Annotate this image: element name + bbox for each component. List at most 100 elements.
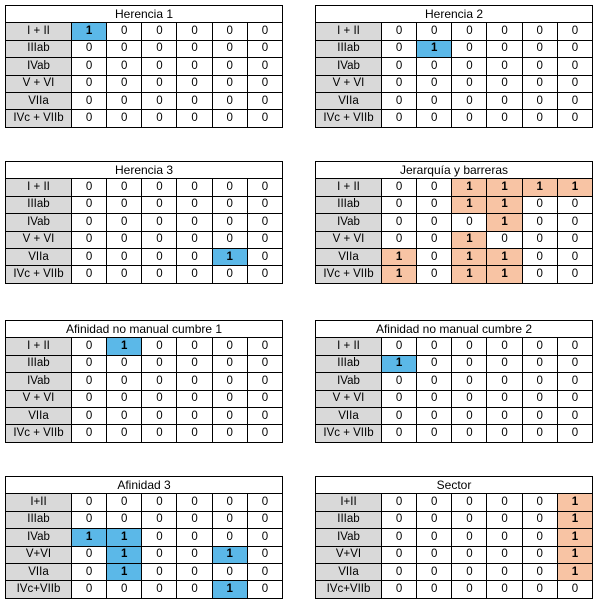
title-row: Herencia 2 (315, 4, 593, 24)
cell-value: 0 (70, 337, 108, 356)
matrix-row: I + II 0 1 0 0 0 0 (5, 337, 284, 356)
cell-value: 0 (416, 178, 453, 197)
cell-value: 0 (176, 74, 213, 93)
row-label: IVab (315, 57, 382, 76)
cell-value: 0 (556, 372, 594, 391)
matrix-row: IVab 0 0 0 0 0 0 (315, 372, 594, 391)
table-title: Herencia 2 (315, 4, 593, 24)
matrix-row: I + II 0 0 1 1 1 1 (315, 178, 594, 197)
row-label: I + II (5, 22, 72, 41)
cell-value: 0 (451, 74, 488, 93)
cell-value: 0 (246, 230, 284, 249)
cell-value: 1 (556, 562, 594, 582)
cell-value: 0 (451, 337, 488, 356)
cell-value: 0 (211, 406, 248, 426)
row-label: I + II (5, 337, 72, 356)
cell-value: 0 (416, 213, 453, 232)
cell-value: 0 (176, 109, 213, 128)
cell-value: 0 (556, 230, 594, 249)
cell-value: 0 (246, 74, 284, 93)
cell-value: 0 (141, 580, 178, 599)
row-label: IIIab (5, 195, 72, 215)
cell-value: 0 (176, 389, 213, 408)
cell-value: 0 (106, 109, 143, 128)
cell-value: 0 (521, 74, 558, 93)
matrix-row: VIIa 0 0 0 0 0 0 (315, 91, 594, 111)
matrix-row: IVc + VIIb 0 0 0 0 0 0 (315, 424, 594, 443)
cell-value: 0 (486, 74, 523, 93)
cell-value: 0 (556, 91, 594, 111)
cell-value: 0 (106, 372, 143, 391)
cell-value: 0 (106, 178, 143, 197)
matrix-row: IIIab 0 0 1 1 0 0 (315, 195, 594, 215)
cell-value: 0 (211, 424, 248, 443)
row-label: IIIab (315, 354, 382, 374)
cell-value: 1 (106, 337, 143, 356)
cell-value: 0 (176, 424, 213, 443)
cell-value: 0 (380, 57, 418, 76)
cell-value: 0 (70, 109, 108, 128)
cell-value: 0 (176, 337, 213, 356)
cell-value: 0 (176, 178, 213, 197)
cell-value: 0 (486, 354, 523, 374)
cell-value: 1 (416, 39, 453, 59)
row-label: IIIab (315, 195, 382, 215)
cell-value: 0 (176, 22, 213, 41)
cell-value: 0 (176, 91, 213, 111)
matrix-row: V+VI 0 1 0 0 1 0 (5, 545, 284, 564)
cell-value: 0 (521, 91, 558, 111)
row-label: V + VI (5, 389, 72, 408)
row-label: IVab (315, 372, 382, 391)
row-label: IVc+VIIb (315, 580, 382, 599)
cell-value: 0 (521, 493, 558, 512)
cell-value: 0 (106, 195, 143, 215)
cell-value: 0 (486, 91, 523, 111)
cell-value: 0 (70, 91, 108, 111)
cell-value: 0 (106, 39, 143, 59)
cell-value: 1 (451, 178, 488, 197)
cell-value: 0 (556, 265, 594, 284)
cell-value: 0 (176, 562, 213, 582)
cell-value: 0 (556, 22, 594, 41)
row-label: IVc + VIIb (5, 109, 72, 128)
cell-value: 0 (416, 230, 453, 249)
row-label: V + VI (5, 74, 72, 93)
cell-value: 0 (106, 265, 143, 284)
row-label: IIIab (5, 510, 72, 530)
cell-value: 0 (486, 493, 523, 512)
cell-value: 0 (70, 406, 108, 426)
cell-value: 1 (380, 265, 418, 284)
cell-value: 0 (451, 22, 488, 41)
cell-value: 0 (521, 230, 558, 249)
cell-value: 0 (176, 354, 213, 374)
cell-value: 1 (556, 545, 594, 564)
cell-value: 0 (176, 580, 213, 599)
cell-value: 0 (141, 109, 178, 128)
cell-value: 0 (141, 424, 178, 443)
cell-value: 0 (380, 406, 418, 426)
cell-value: 0 (211, 22, 248, 41)
cell-value: 0 (380, 39, 418, 59)
cell-value: 0 (106, 424, 143, 443)
cell-value: 0 (106, 510, 143, 530)
cell-value: 1 (521, 178, 558, 197)
matrix-row: VIIa 0 0 0 0 0 1 (315, 562, 594, 582)
cell-value: 0 (521, 57, 558, 76)
cell-value: 0 (416, 74, 453, 93)
row-label: V+VI (315, 545, 382, 564)
cell-value: 0 (211, 57, 248, 76)
matrix-row: IVc + VIIb 0 0 0 0 0 0 (5, 265, 284, 284)
cell-value: 0 (70, 545, 108, 564)
cell-value: 0 (451, 510, 488, 530)
matrix-row: I + II 1 0 0 0 0 0 (5, 22, 284, 41)
matrix-row: IVab 0 0 0 0 0 0 (5, 57, 284, 76)
row-label: IVab (315, 528, 382, 547)
row-label: I + II (315, 337, 382, 356)
cell-value: 0 (70, 265, 108, 284)
cell-value: 1 (211, 545, 248, 564)
title-row: Afinidad no manual cumbre 2 (315, 319, 593, 339)
